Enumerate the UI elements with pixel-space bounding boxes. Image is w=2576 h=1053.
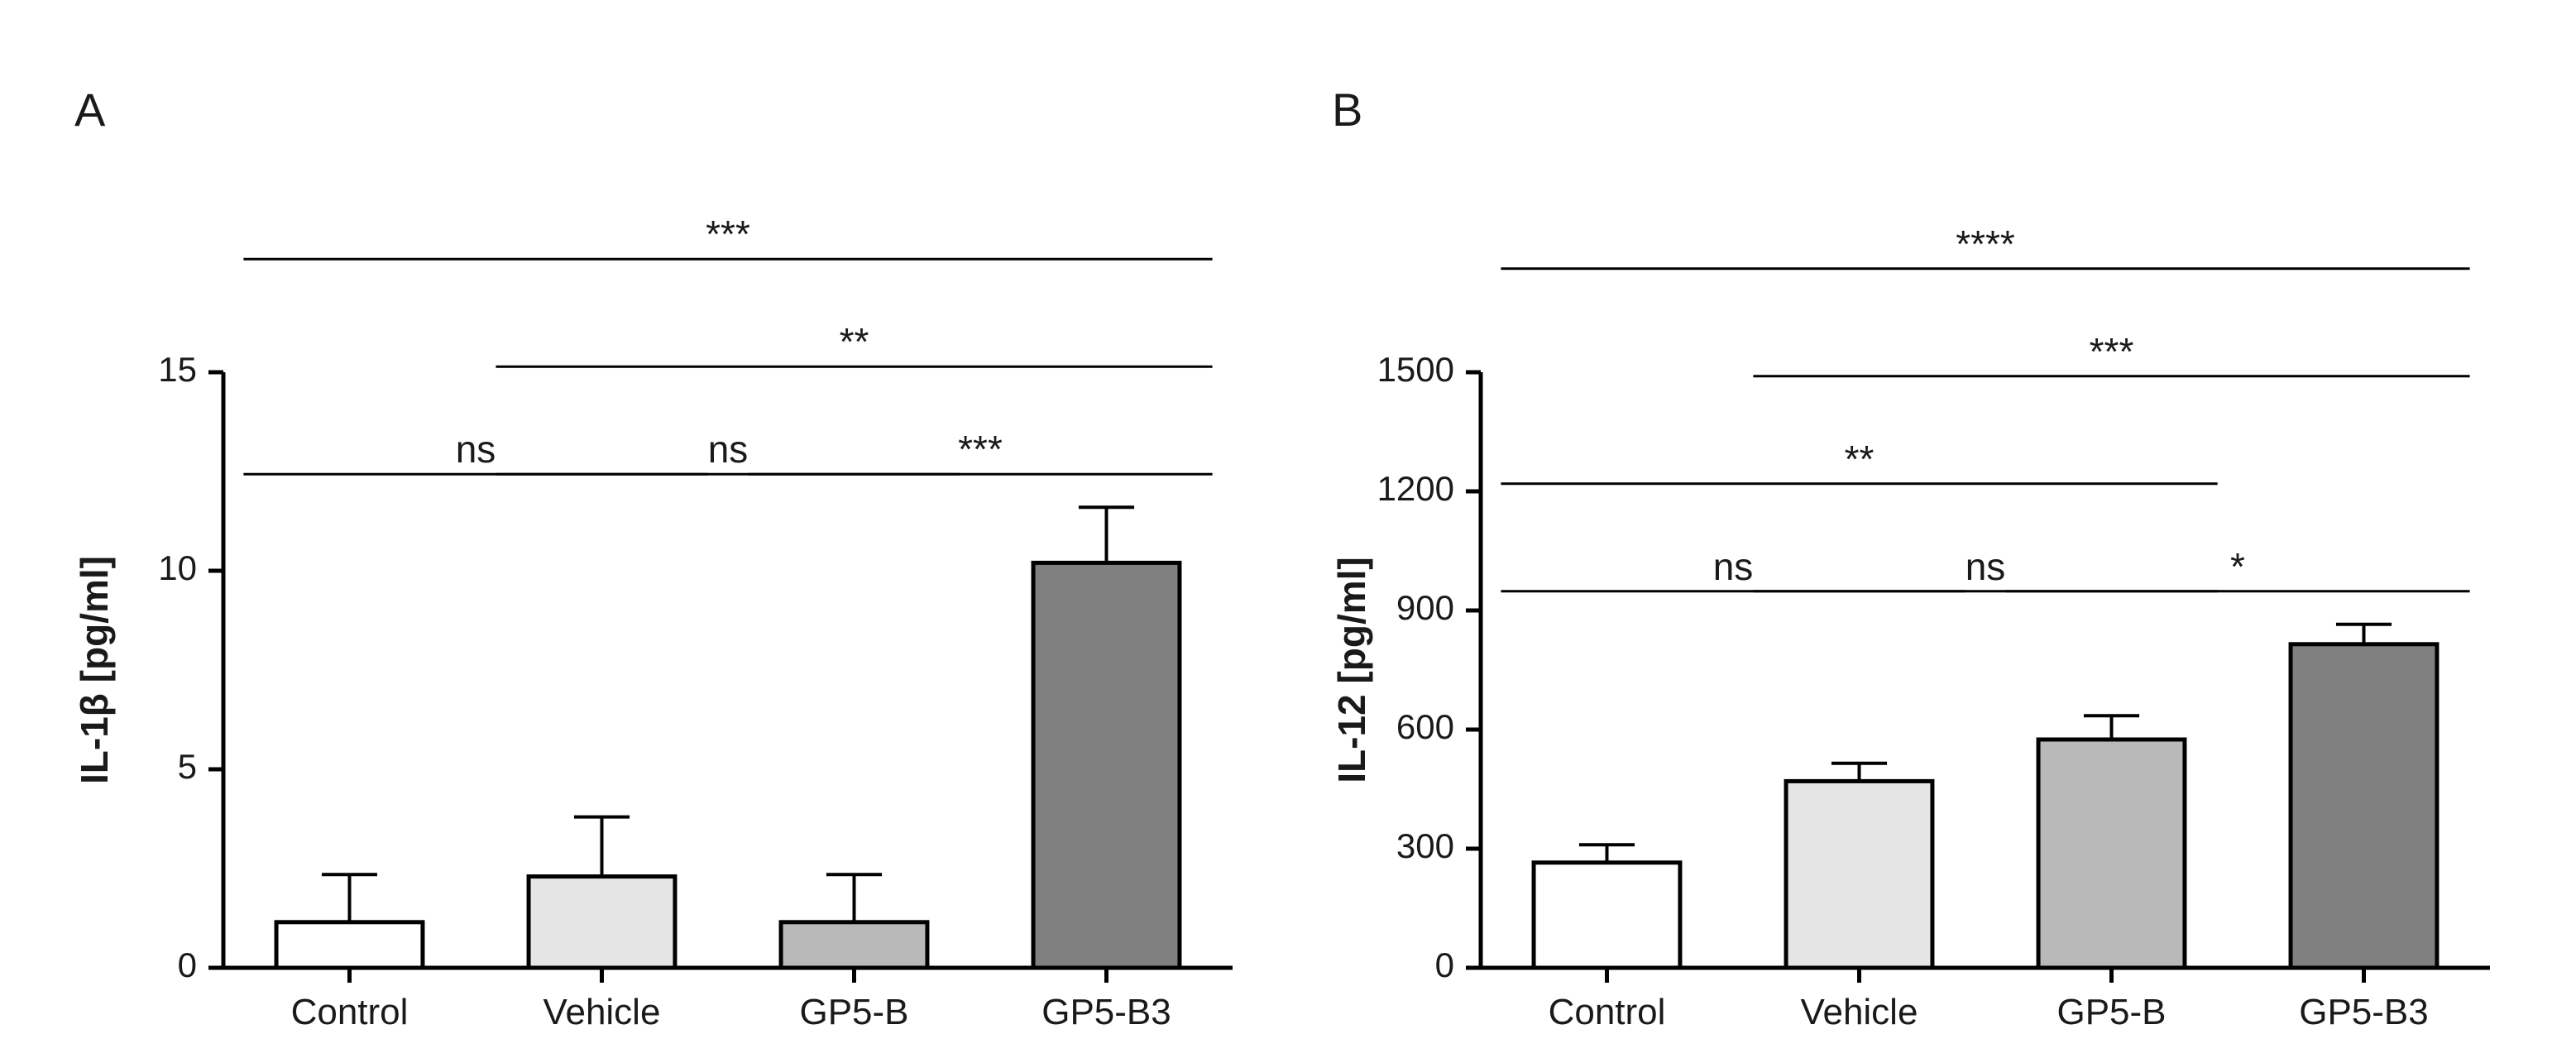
significance-label: ns (1713, 545, 1754, 588)
y-tick-label: 0 (178, 945, 197, 984)
bar (1534, 863, 1680, 968)
bar (2291, 644, 2437, 968)
y-tick-label: 0 (1435, 945, 1454, 984)
figure: A 0 5 10 15 Control Vehicle GP5-B GP5-B3 IL-1β [p… (0, 0, 2576, 1053)
bar (781, 922, 927, 968)
x-tick-label: GP5-B (799, 992, 908, 1032)
panel-label-B: B (1332, 83, 1362, 136)
panel-A: A 0 5 10 15 Control Vehicle GP5-B GP5-B3 IL-1β [p… (41, 17, 1299, 1034)
significance-label: *** (2090, 330, 2134, 373)
y-tick-label: 300 (1396, 826, 1454, 865)
y-tick-label: 900 (1396, 588, 1454, 627)
y-tick-label: 10 (158, 548, 197, 587)
bar (529, 877, 675, 968)
x-tick-label: Vehicle (1801, 992, 1918, 1032)
panel-B: B 0 300 600 900 1200 1500 Control Vehicle GP5-B GP… (1299, 17, 2556, 1034)
x-tick-label: Control (1549, 992, 1666, 1032)
significance-label: ns (1966, 545, 2006, 588)
x-tick-label: GP5-B3 (2299, 992, 2429, 1032)
bar (276, 922, 423, 968)
significance-label: ** (840, 320, 869, 363)
significance-label: ** (1845, 438, 1875, 481)
significance-label: **** (1956, 223, 2015, 266)
significance-label: *** (958, 428, 1003, 471)
y-tick-label: 1200 (1377, 469, 1454, 508)
y-axis-label: IL-1β [pg/ml] (73, 556, 116, 784)
y-tick-label: 600 (1396, 707, 1454, 746)
x-tick-label: Control (291, 992, 409, 1032)
bar (2038, 739, 2185, 968)
y-axis-label: IL-12 [pg/ml] (1330, 557, 1373, 783)
significance-label: ns (456, 428, 496, 471)
significance-label: ns (708, 428, 749, 471)
y-tick-label: 5 (178, 747, 197, 786)
x-tick-label: GP5-B3 (1041, 992, 1171, 1032)
significance-label: * (2230, 545, 2245, 588)
y-tick-label: 1500 (1377, 350, 1454, 389)
y-tick-label: 15 (158, 350, 197, 389)
chart-B: 0 300 600 900 1200 1500 Control Vehicle GP5-B GP5… (1299, 17, 2556, 1034)
x-tick-label: Vehicle (543, 992, 661, 1032)
bar (1786, 781, 1932, 968)
x-tick-label: GP5-B (2056, 992, 2166, 1032)
chart-A: 0 5 10 15 Control Vehicle GP5-B GP5-B3 IL-1β [pg… (41, 17, 1299, 1034)
bar (1033, 562, 1180, 968)
significance-label: *** (706, 213, 750, 256)
panel-label-A: A (74, 83, 105, 136)
